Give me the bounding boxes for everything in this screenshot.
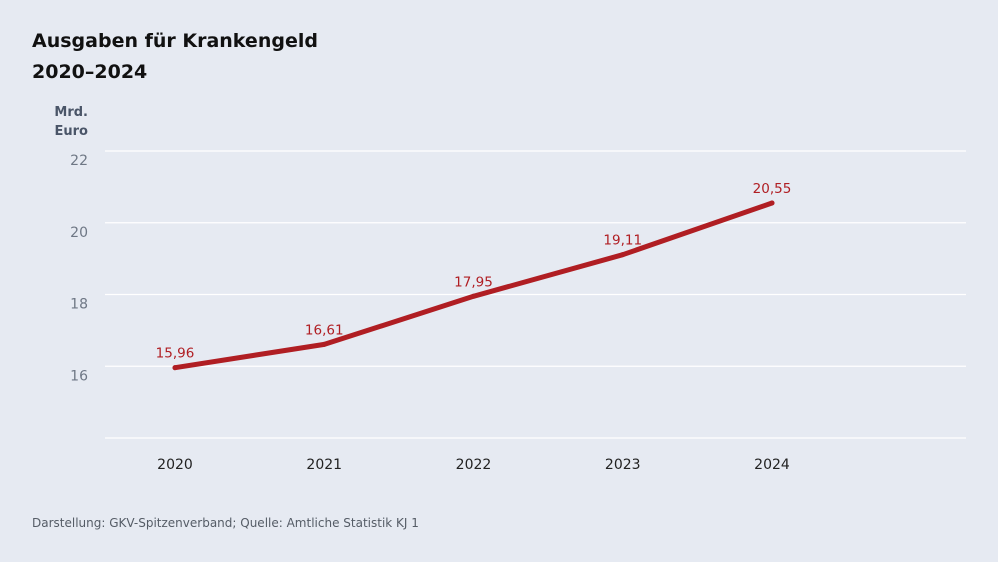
chart-title: Ausgaben für Krankengeld 2020–2024	[32, 26, 318, 88]
data-point	[321, 341, 327, 347]
x-tick-label: 2021	[306, 457, 342, 473]
y-axis-unit-line1: Mrd.	[54, 105, 88, 120]
source-note: Darstellung: GKV-Spitzenverband; Quelle:…	[32, 516, 419, 530]
data-label: 19,11	[603, 233, 642, 249]
data-point	[769, 200, 775, 206]
y-axis-unit-line2: Euro	[54, 124, 88, 139]
data-label: 15,96	[156, 346, 195, 362]
data-label: 20,55	[753, 181, 792, 197]
data-label: 17,95	[454, 274, 493, 290]
data-point	[172, 365, 178, 371]
x-tick-label: 2023	[605, 457, 641, 473]
y-tick-label: 20	[70, 225, 88, 241]
data-point	[620, 252, 626, 258]
x-tick-label: 2024	[754, 457, 790, 473]
x-tick-label: 2020	[157, 457, 193, 473]
y-tick-label: 18	[70, 297, 88, 313]
y-tick-label: 22	[70, 153, 88, 169]
x-tick-label: 2022	[456, 457, 492, 473]
y-tick-label: 16	[70, 368, 88, 384]
chart-title-line2: 2020–2024	[32, 61, 148, 83]
chart-title-line1: Ausgaben für Krankengeld	[32, 30, 318, 52]
data-point	[471, 293, 476, 299]
data-label: 16,61	[305, 322, 344, 338]
y-axis-unit: Mrd. Euro	[32, 103, 88, 141]
